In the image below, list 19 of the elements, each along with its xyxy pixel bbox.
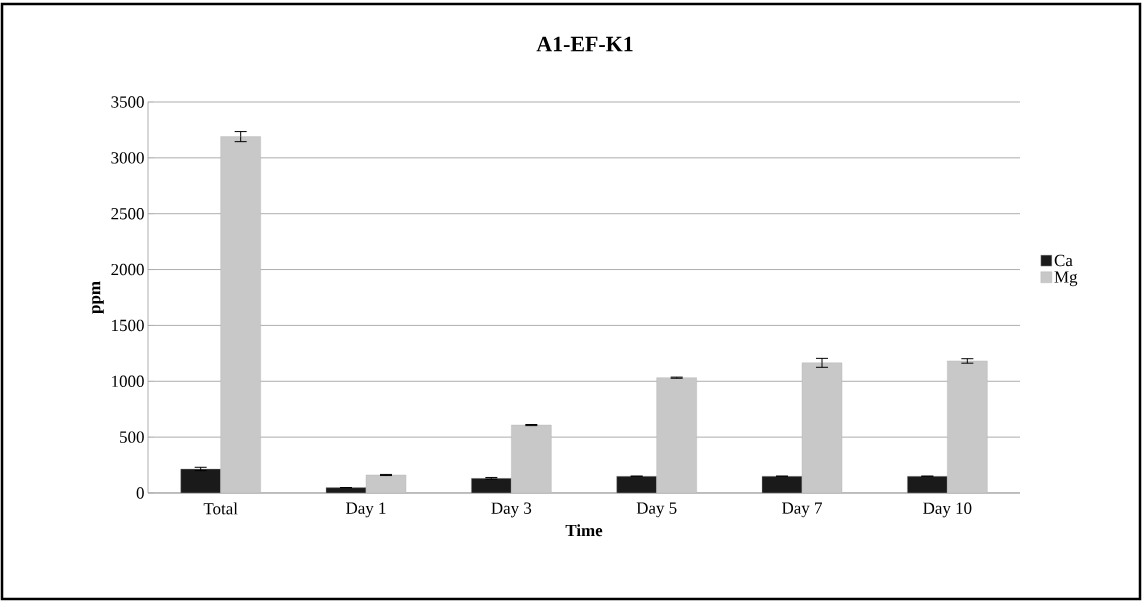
y-tick-label: 2500 xyxy=(111,207,144,220)
legend-label: Mg xyxy=(1054,271,1078,287)
x-tick-label: Day 1 xyxy=(346,502,386,518)
x-axis-title: Time xyxy=(565,524,603,537)
x-tick-label: Day 5 xyxy=(636,502,677,518)
chart-title: A1-EF-K1 xyxy=(536,36,633,52)
x-tick-label: Total xyxy=(203,502,238,515)
legend-label: Ca xyxy=(1054,254,1073,267)
y-tick-label: 1500 xyxy=(112,319,144,332)
x-tick-label: Day 3 xyxy=(491,502,532,518)
x-tick-label: Day 7 xyxy=(782,502,822,518)
y-axis-title: ppm xyxy=(92,281,104,314)
y-tick-label: 3500 xyxy=(111,96,144,108)
y-tick-label: 0 xyxy=(136,487,144,499)
y-tick-label: 500 xyxy=(120,431,144,443)
y-tick-label: 3000 xyxy=(111,152,144,164)
x-tick-label: Day 10 xyxy=(923,502,972,518)
y-tick-label: 2000 xyxy=(111,263,144,276)
y-tick-label: 1000 xyxy=(112,375,144,387)
